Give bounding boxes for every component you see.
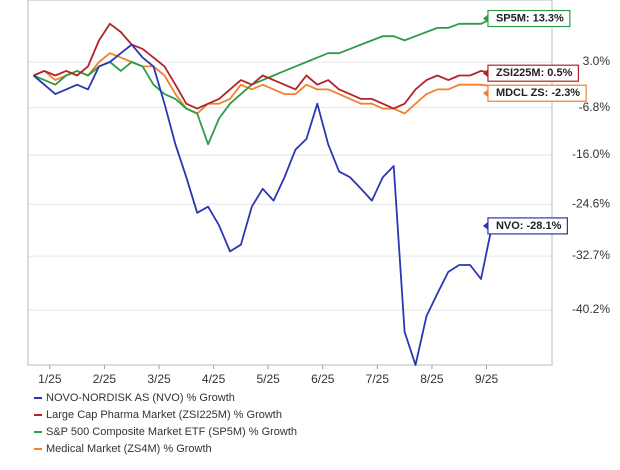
end-label-pointer: [482, 69, 488, 78]
series-line: [33, 17, 493, 146]
end-label-text: ZSI225M: 0.5%: [496, 67, 573, 79]
x-tick-label: 7/25: [366, 372, 390, 386]
end-label-text: MDCL ZS: -2.3%: [496, 87, 580, 99]
x-tick-label: 9/25: [475, 372, 499, 386]
y-tick-label: -32.7%: [572, 248, 610, 262]
x-tick-label: 5/25: [256, 372, 280, 386]
legend-label: S&P 500 Composite Market ETF (SP5M) % Gr…: [46, 426, 297, 438]
x-tick-label: 4/25: [202, 372, 226, 386]
x-tick-label: 6/25: [311, 372, 335, 386]
x-tick-label: 2/25: [93, 372, 117, 386]
end-label-text: SP5M: 13.3%: [496, 12, 564, 24]
end-label: ZSI225M: 0.5%: [482, 64, 579, 82]
y-tick-label: -6.8%: [579, 100, 611, 114]
end-label-pointer: [482, 221, 488, 230]
y-tick-label: -16.0%: [572, 147, 610, 161]
end-label: NVO: -28.1%: [482, 217, 568, 235]
x-tick-label: 3/25: [147, 372, 171, 386]
end-label: MDCL ZS: -2.3%: [482, 84, 587, 102]
legend-label: Large Cap Pharma Market (ZSI225M) % Grow…: [46, 409, 282, 421]
legend-label: NOVO-NORDISK AS (NVO) % Growth: [46, 392, 235, 404]
y-tick-label: 3.0%: [583, 54, 611, 68]
end-label-pointer: [482, 14, 488, 23]
plot-frame: [27, 0, 553, 366]
end-label-text: NVO: -28.1%: [496, 220, 562, 232]
series-line: [33, 22, 493, 110]
series-line: [32, 43, 493, 366]
y-tick-label: -40.2%: [572, 302, 610, 316]
legend-label: Medical Market (ZS4M) % Growth: [46, 443, 212, 455]
x-tick-label: 8/25: [420, 372, 444, 386]
x-tick-label: 1/25: [38, 372, 62, 386]
end-label-pointer: [482, 89, 488, 98]
series-line: [33, 52, 493, 115]
y-tick-label: -24.6%: [572, 196, 610, 210]
end-label: SP5M: 13.3%: [482, 9, 571, 28]
